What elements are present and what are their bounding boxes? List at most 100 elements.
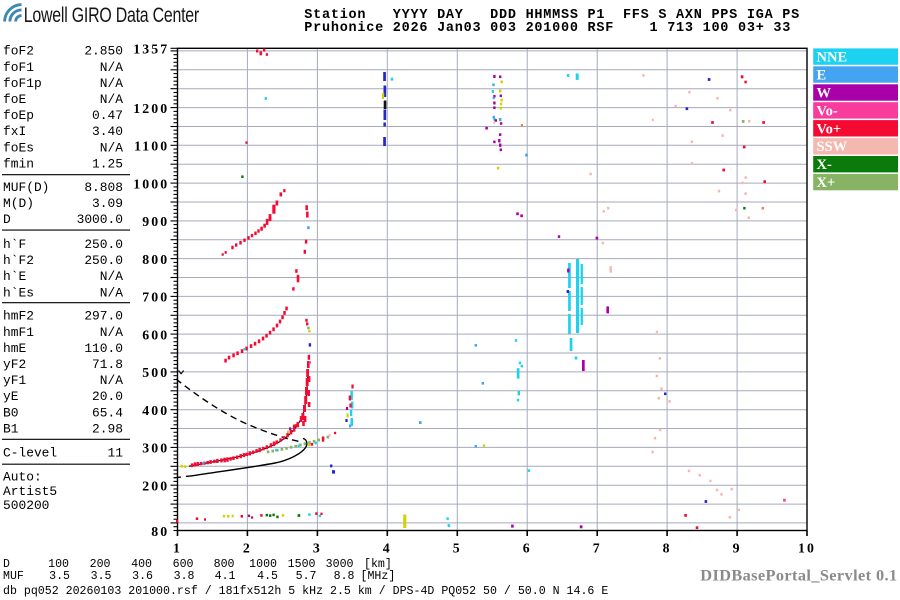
svg-text:N/A: N/A xyxy=(100,140,123,155)
svg-text:8.8: 8.8 xyxy=(334,570,355,583)
svg-text:fxI: fxI xyxy=(3,124,26,139)
svg-text:MUF: MUF xyxy=(3,570,24,583)
svg-text:Artist5: Artist5 xyxy=(3,484,57,499)
svg-text:N/A: N/A xyxy=(100,76,123,91)
svg-text:20.0: 20.0 xyxy=(92,389,123,404)
svg-text:B1: B1 xyxy=(3,421,19,436)
svg-text:600: 600 xyxy=(173,558,194,571)
svg-text:400: 400 xyxy=(131,558,152,571)
svg-text:foEs: foEs xyxy=(3,140,34,155)
svg-text:300: 300 xyxy=(142,441,169,456)
svg-text:200: 200 xyxy=(142,479,169,494)
svg-text:65.4: 65.4 xyxy=(92,405,123,420)
svg-text:3.5: 3.5 xyxy=(91,570,112,583)
svg-text:11: 11 xyxy=(108,446,124,461)
svg-text:2: 2 xyxy=(243,541,252,556)
svg-text:500: 500 xyxy=(142,365,169,380)
svg-text:foF1p: foF1p xyxy=(3,76,42,91)
svg-text:500200: 500200 xyxy=(3,498,49,513)
svg-text:250.0: 250.0 xyxy=(84,237,123,252)
svg-text:X+: X+ xyxy=(817,175,836,191)
svg-text:5.7: 5.7 xyxy=(296,570,317,583)
svg-text:hmF1: hmF1 xyxy=(3,325,34,340)
svg-text:3: 3 xyxy=(313,541,322,556)
svg-text:3.09: 3.09 xyxy=(92,196,123,211)
svg-text:700: 700 xyxy=(142,290,169,305)
svg-text:D: D xyxy=(3,212,11,227)
svg-text:N/A: N/A xyxy=(100,60,123,75)
svg-text:1100: 1100 xyxy=(134,139,169,154)
svg-text:1.25: 1.25 xyxy=(92,156,123,171)
svg-text:Lowell GIRO Data Center: Lowell GIRO Data Center xyxy=(24,4,199,28)
svg-text:NNE: NNE xyxy=(817,50,848,66)
svg-text:400: 400 xyxy=(142,403,169,418)
svg-text:Station YYYY DAY DDD HHMMS: Station YYYY DAY DDD HHMMSS P1 FFS S AXN… xyxy=(304,8,800,23)
svg-text:0.47: 0.47 xyxy=(92,108,123,123)
svg-text:2.850: 2.850 xyxy=(84,44,123,59)
svg-text:3.8: 3.8 xyxy=(174,570,195,583)
svg-text:4.5: 4.5 xyxy=(257,570,278,583)
svg-text:8.808: 8.808 xyxy=(84,180,123,195)
svg-text:250.0: 250.0 xyxy=(84,253,123,268)
svg-text:Vo-: Vo- xyxy=(817,103,838,119)
svg-text:800: 800 xyxy=(214,558,235,571)
svg-text:1357: 1357 xyxy=(133,42,169,57)
svg-text:1000: 1000 xyxy=(249,558,277,571)
svg-text:N/A: N/A xyxy=(100,325,123,340)
svg-text:hmE: hmE xyxy=(3,341,26,356)
svg-text:foF1: foF1 xyxy=(3,60,34,75)
svg-text:MUF(D): MUF(D) xyxy=(3,180,49,195)
svg-text:hmF2: hmF2 xyxy=(3,309,34,324)
svg-text:X-: X- xyxy=(817,157,832,173)
svg-text:SSW: SSW xyxy=(817,139,848,155)
svg-text:1: 1 xyxy=(173,541,182,556)
svg-text:yF1: yF1 xyxy=(3,373,26,388)
svg-text:Pruhonice 2026 Jan03 003 20100: Pruhonice 2026 Jan03 003 201000 RSF 1 71… xyxy=(304,21,791,36)
svg-text:[km]: [km] xyxy=(364,558,392,571)
svg-text:3000: 3000 xyxy=(326,558,354,571)
svg-text:8: 8 xyxy=(663,541,672,556)
svg-text:6: 6 xyxy=(523,541,532,556)
svg-text:4: 4 xyxy=(383,541,392,556)
svg-text:DIDBasePortal_Servlet 0.1: DIDBasePortal_Servlet 0.1 xyxy=(700,566,897,585)
svg-text:Vo+: Vo+ xyxy=(817,121,842,137)
svg-text:100: 100 xyxy=(48,558,69,571)
svg-text:W: W xyxy=(817,86,832,102)
svg-text:Auto:: Auto: xyxy=(3,470,42,485)
svg-text:D: D xyxy=(3,558,10,571)
svg-text:4.1: 4.1 xyxy=(215,570,236,583)
svg-text:B0: B0 xyxy=(3,405,18,420)
svg-text:110.0: 110.0 xyxy=(84,341,123,356)
svg-text:[MHz]: [MHz] xyxy=(361,570,396,583)
svg-text:yF2: yF2 xyxy=(3,357,26,372)
svg-text:C-level: C-level xyxy=(3,446,57,461)
svg-text:3.6: 3.6 xyxy=(132,570,153,583)
svg-text:3.5: 3.5 xyxy=(49,570,70,583)
svg-text:10: 10 xyxy=(798,541,816,556)
svg-text:900: 900 xyxy=(142,214,169,229)
svg-text:h`Es: h`Es xyxy=(3,285,34,300)
svg-text:N/A: N/A xyxy=(100,269,123,284)
svg-text:2.98: 2.98 xyxy=(92,421,123,436)
svg-text:3.40: 3.40 xyxy=(92,124,123,139)
svg-text:3000.0: 3000.0 xyxy=(77,212,123,227)
svg-text:1200: 1200 xyxy=(133,101,169,116)
svg-text:80: 80 xyxy=(151,524,169,539)
svg-text:h`E: h`E xyxy=(3,269,26,284)
svg-text:800: 800 xyxy=(142,252,169,267)
svg-text:1500: 1500 xyxy=(288,558,316,571)
svg-text:N/A: N/A xyxy=(100,92,123,107)
svg-text:297.0: 297.0 xyxy=(84,309,123,324)
svg-text:N/A: N/A xyxy=(100,285,123,300)
svg-text:h`F: h`F xyxy=(3,237,26,252)
svg-text:600: 600 xyxy=(142,327,169,342)
svg-text:5: 5 xyxy=(453,541,462,556)
svg-text:yE: yE xyxy=(3,389,19,404)
svg-text:71.8: 71.8 xyxy=(92,357,123,372)
svg-text:9: 9 xyxy=(733,541,742,556)
svg-text:M(D): M(D) xyxy=(3,196,34,211)
svg-text:200: 200 xyxy=(90,558,111,571)
svg-text:1000: 1000 xyxy=(133,176,169,191)
svg-text:E: E xyxy=(817,68,827,84)
svg-text:N/A: N/A xyxy=(100,373,123,388)
